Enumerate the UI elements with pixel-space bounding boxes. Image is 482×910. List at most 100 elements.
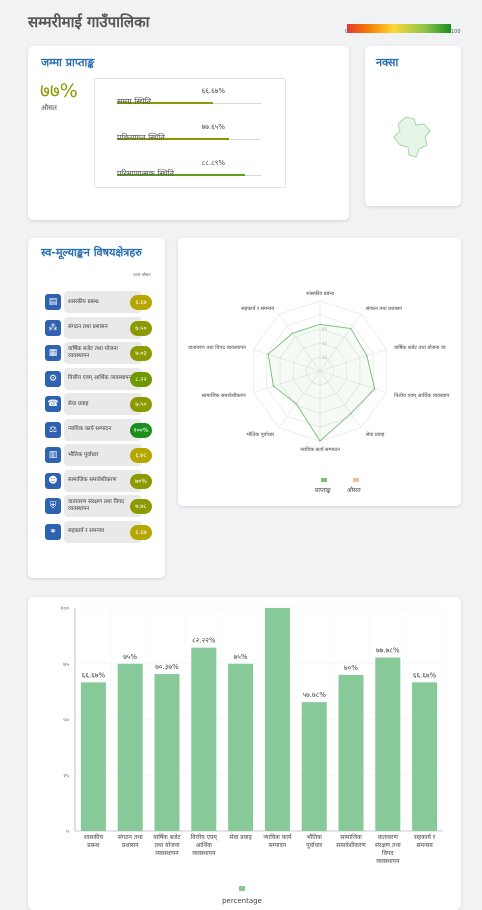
radar-spoke xyxy=(319,370,362,428)
bar-category-label: पूर्वाधार xyxy=(306,841,323,849)
bar-category-label: विपद xyxy=(382,849,394,857)
score-color-scale xyxy=(347,24,451,33)
bar-category-label: सामाजिक xyxy=(340,833,362,841)
metrics-box: ६६.६७% समग्र स्थिति ७७.६५% प्रक्रियागत स… xyxy=(94,78,286,188)
radar-point xyxy=(267,353,270,355)
metric-fill xyxy=(117,138,229,140)
metric-fill xyxy=(117,174,245,176)
area-pill xyxy=(64,367,142,390)
bar xyxy=(338,674,364,831)
area-row[interactable]: ▦ वार्षिक बजेट तथा योजना व्यवस्थापन ७.०३ xyxy=(42,342,154,364)
area-row[interactable]: ☻ सामाजिक समावेशीकरण ७०% xyxy=(42,469,154,492)
cooperation-icon: ⚭ xyxy=(45,523,61,540)
area-label: वातावरण संरक्षण तथा विपद व्यवस्थापन xyxy=(68,499,125,512)
radar-axis-label: वित्तीय एवम् आर्थिक व्यवस्थाप xyxy=(394,392,449,399)
area-label: वार्षिक बजेट तथा योजना व्यवस्थापन xyxy=(68,346,118,359)
metric-value: ७७.६५% xyxy=(201,123,225,131)
area-pill xyxy=(64,291,142,313)
radar-legend-label: औसत xyxy=(347,486,361,494)
bar-category-label: न्यायिक कार्य xyxy=(263,833,292,841)
area-row[interactable]: ▥ भौतिक पूर्वाधार ६.७८ xyxy=(42,444,154,466)
bar-category-label: समन्वय xyxy=(416,842,433,849)
metric-value: ६६.६७% xyxy=(201,87,225,95)
justice-scale-icon: ⚖ xyxy=(45,421,61,438)
bar-category-label: व्यवस्थापन xyxy=(155,850,179,857)
radar-point xyxy=(319,440,321,442)
bar-category-label: शासकीय xyxy=(84,833,104,841)
area-pill xyxy=(64,520,142,543)
area-score-badge: ७०% xyxy=(130,473,152,489)
bar xyxy=(264,608,290,831)
bar-data-label: ७५% xyxy=(234,653,248,661)
metric-label: प्रक्रियागत स्थिति xyxy=(117,133,165,142)
radar-point xyxy=(350,327,352,330)
area-row[interactable]: ⁂ संगठन तथा प्रशासन ७.५० xyxy=(42,316,154,339)
bar-category-label: समावेशीकरण xyxy=(336,841,366,849)
radar-ring-label: 60 xyxy=(322,327,328,332)
bar xyxy=(191,647,217,831)
organization-icon: ⁂ xyxy=(45,319,61,336)
radar-spoke xyxy=(319,349,387,372)
metric-row: ६६.६७% समग्र स्थिति xyxy=(95,83,285,117)
bar xyxy=(301,702,327,831)
area-score-badge: ७.०३ xyxy=(130,346,152,361)
infrastructure-icon: ▥ xyxy=(45,447,61,463)
radar-spoke xyxy=(278,370,321,428)
area-label: भौतिक पूर्वाधार xyxy=(68,451,99,458)
radar-axis-label: वातावरण तथा विपद व्यवस्थापन xyxy=(188,344,246,351)
area-pill xyxy=(64,393,142,415)
bar xyxy=(154,674,180,831)
area-row[interactable]: ⚙ वित्तीय एवम् आर्थिक व्यवस्थापन ८.२२ xyxy=(42,367,154,390)
area-score-badge: १००% xyxy=(130,422,152,438)
radar-spoke xyxy=(278,314,321,372)
bar-y-tick-label: ७५ xyxy=(63,662,69,668)
bar-data-label: ७०.३७% xyxy=(155,663,179,671)
area-row[interactable]: ⚖ न्यायिक कार्य सम्पादन १००% xyxy=(42,418,154,441)
area-row[interactable]: ☎ सेवा प्रवाह ७.५० xyxy=(42,393,154,415)
bar-y-tick-label: २५ xyxy=(63,773,69,779)
area-label: शासकीय प्रबन्ध xyxy=(68,298,99,305)
bar-data-label: ७७.७८% xyxy=(376,647,400,655)
area-label: सहकार्य र समन्वय xyxy=(68,528,105,534)
area-score-badge: ६.७८ xyxy=(130,448,152,463)
bar-category-label: तथा योजना xyxy=(154,841,180,849)
radar-axis-label: सेवा प्रवाह xyxy=(366,431,385,438)
bar-data-label: ५७.७८% xyxy=(302,691,326,699)
bar-category-label: वातावरण xyxy=(378,834,399,841)
areas-title: स्व-मूल्याङ्कन विषयक्षेत्रहरु xyxy=(41,246,142,259)
metric-track xyxy=(117,138,261,140)
bar xyxy=(80,682,106,831)
bar xyxy=(412,682,438,831)
radar-axis-label: सामाजिक समावेशीकरण xyxy=(202,392,246,399)
average-label: औसत xyxy=(41,104,57,112)
governance-icon: ▤ xyxy=(45,294,61,310)
area-row[interactable]: ⛨ वातावरण संरक्षण तथा विपद व्यवस्थापन ७.७८ xyxy=(42,495,154,517)
bar-category-label: वित्तीय एवम् xyxy=(191,833,218,841)
radar-ring-label: 20 xyxy=(322,355,328,360)
radar-legend-swatch xyxy=(321,478,327,482)
radar-spoke xyxy=(253,349,321,372)
area-label: सेवा प्रवाह xyxy=(68,400,89,407)
metric-track xyxy=(117,174,261,176)
radar-ring-label: 40 xyxy=(322,341,328,346)
bar-data-label: ६६.६७% xyxy=(82,671,106,679)
bar-category-label: व्यवस्थापन xyxy=(376,858,400,865)
area-row[interactable]: ⚭ सहकार्य र समन्वय ६.६७ xyxy=(42,520,154,543)
area-row[interactable]: ▤ शासकीय प्रबन्ध ६.६७ xyxy=(42,291,154,313)
bar-y-tick-label: १०० xyxy=(60,606,69,612)
radar-axis-label: सहकार्य र समन्वय xyxy=(241,305,274,312)
scale-min-label: 0 xyxy=(345,29,349,35)
radar-point xyxy=(319,323,321,326)
page-title: सम्मरीमाई गाउँपालिका xyxy=(28,13,150,31)
scale-max-label: 100 xyxy=(451,29,461,35)
bar-category-label: संरक्षण तथा xyxy=(375,842,401,849)
area-score-badge: ६.६७ xyxy=(130,524,152,540)
municipality-map-icon[interactable] xyxy=(392,115,432,159)
metric-row: ७७.६५% प्रक्रियागत स्थिति xyxy=(95,119,285,153)
bar-category-label: सहकार्य र xyxy=(414,833,436,841)
radar-spoke xyxy=(319,314,362,372)
area-pill xyxy=(64,495,142,517)
score-column-header: प्राप्त औसत xyxy=(133,272,151,277)
environment-shield-icon: ⛨ xyxy=(45,498,61,514)
area-pill xyxy=(64,342,142,364)
